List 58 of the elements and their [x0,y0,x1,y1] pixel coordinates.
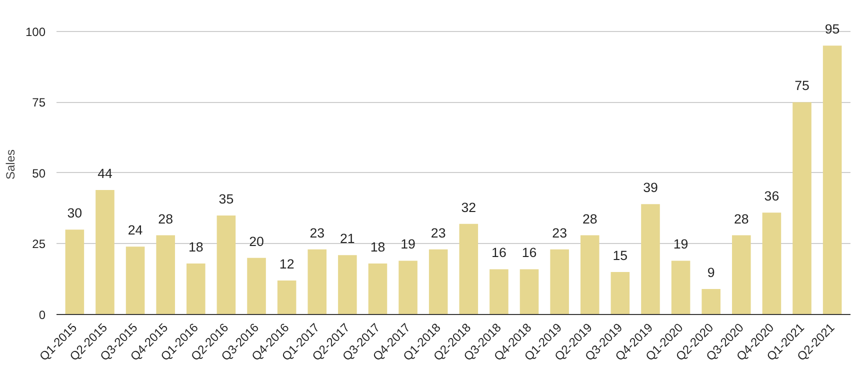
data-label: 44 [98,166,113,181]
y-tick-label: 50 [32,166,46,180]
bar [702,289,720,314]
y-axis-title: Sales [3,149,18,180]
bar [277,280,296,314]
data-label: 16 [522,245,537,260]
data-label: 23 [552,225,567,240]
data-label: 28 [158,211,174,226]
y-tick-label: 100 [25,24,46,39]
y-tick-label: 25 [32,237,46,252]
data-label: 20 [249,234,264,249]
bar [368,264,388,314]
bar [459,224,478,314]
bar [65,230,84,314]
bar [671,260,690,314]
data-label: 95 [824,22,840,37]
bar [338,255,357,314]
bar [490,269,508,314]
bar [792,102,812,314]
bar [308,249,327,314]
bar [428,249,448,314]
data-label: 28 [734,211,749,226]
bar [550,249,569,314]
bar [186,264,206,314]
data-label: 16 [492,245,506,260]
data-label: 23 [430,225,446,240]
data-label: 15 [612,248,628,264]
data-label: 32 [461,200,476,215]
data-label: 12 [279,256,294,272]
data-label: 30 [67,206,82,221]
bar [126,246,145,314]
data-label: 19 [673,236,688,252]
data-label: 24 [128,222,144,238]
data-label: 36 [764,188,780,204]
data-label: 75 [794,78,810,94]
y-tick-label: 0 [38,308,46,322]
bar [247,258,266,314]
bar [610,272,630,314]
data-label: 18 [370,240,386,255]
bar [822,46,842,314]
bar [580,235,600,314]
data-label: 18 [188,240,204,255]
data-label: 23 [310,225,325,240]
bar [216,215,236,314]
data-label: 35 [218,191,234,206]
bar [762,212,782,314]
bar [641,204,660,314]
data-label: 9 [707,265,715,280]
bar [156,235,175,314]
bar [732,235,751,314]
data-label: 21 [340,231,355,246]
bar [96,190,114,314]
y-tick-label: 75 [32,96,46,110]
data-label: 39 [643,180,658,196]
data-label: 28 [582,211,598,226]
bar [520,269,539,314]
bar [398,260,418,314]
data-label: 19 [400,236,416,252]
